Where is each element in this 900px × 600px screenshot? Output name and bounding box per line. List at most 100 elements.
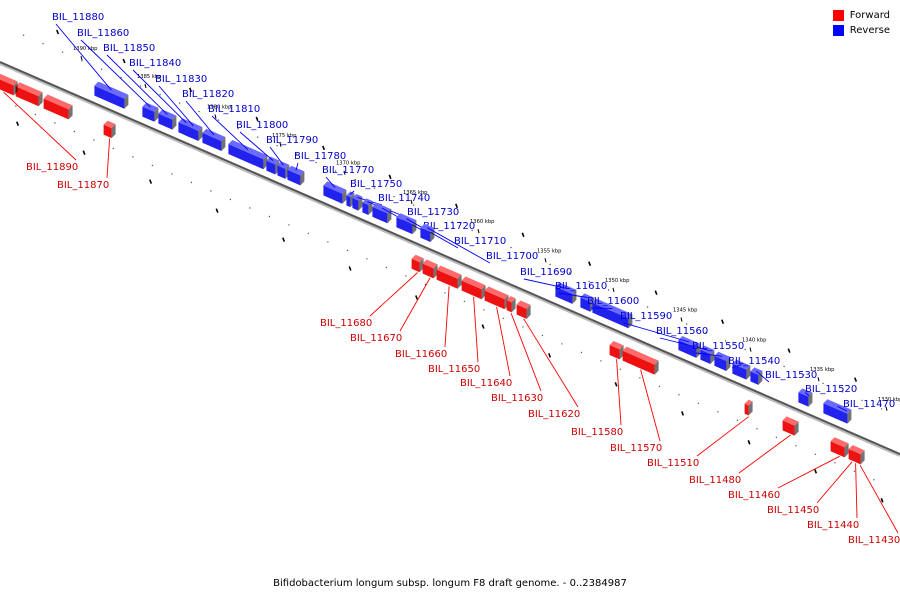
guide-dot [373,187,376,189]
gene-box-bil-11680 [411,254,424,273]
gene-label-bil-11660: BIL_11660 [395,349,447,360]
gene-top [436,265,462,279]
gene-label-bil-11610: BIL_11610 [555,281,607,292]
gene-body [277,165,286,179]
gene-body [94,85,125,109]
guide-dot [666,314,668,317]
leader-bil-11590 [623,322,690,343]
guide-dot [685,323,688,325]
leader-bil-11650 [473,296,479,363]
gene-body [362,202,369,216]
gene-side [111,124,116,139]
gene-top [184,120,203,131]
guide-dot [783,365,785,368]
gene-body [555,286,573,304]
tick-mark [614,382,618,387]
leader-bil-11470 [837,405,848,412]
gene-top [15,82,43,97]
gene-side [654,360,659,375]
guide-dot [568,272,571,274]
gene-top [422,259,438,269]
guide-dot [15,105,17,107]
gene-box-bil-11630 [506,296,516,313]
gene-box-bil-11640 [484,286,509,310]
guide-dot [385,266,388,269]
gene-label-bil-11890: BIL_11890 [26,162,78,173]
kbp-label: 1340 kbp [742,338,767,344]
kbp-tick [214,114,217,119]
gene-label-bil-11480: BIL_11480 [689,475,741,486]
gene-side [198,126,203,141]
leader-bil-11580 [616,359,622,426]
gene-body [461,280,482,300]
gene-label-bil-11560: BIL_11560 [656,326,708,337]
guide-dot [256,136,259,138]
gene-body [266,160,276,175]
kbp-label: 1335 kbp [810,367,835,373]
guide-dot [334,170,337,172]
kbp-label: 1385 kbp [137,74,162,80]
gene-body [744,403,749,416]
gene-top [848,445,856,451]
gene-top [744,399,753,406]
gene-body [750,371,759,385]
guide-dot [541,334,544,337]
leader-bil-11450 [816,461,853,504]
gene-box-bil-11650 [461,276,486,300]
gene-top [700,345,715,354]
guide-dot [880,408,883,410]
gene-label-bil-11840: BIL_11840 [129,58,181,69]
gene-top [714,351,731,361]
guide-dot [502,317,505,320]
gene-top [506,296,516,303]
gene-body [436,269,458,289]
guide-dot [412,204,415,206]
guide-dot [307,232,310,235]
leader-bil-11660 [444,286,450,348]
gene-box-bil-11780 [287,165,305,186]
kbp-tick [749,347,752,352]
gene-label-bil-11630: BIL_11630 [491,393,543,404]
kbp-tick [477,228,480,234]
legend-swatch-forward [832,10,844,21]
gene-body [678,340,697,358]
kbp-label: 1375 kbp [272,133,297,139]
leader-bil-11430 [859,464,899,534]
gene-top [484,286,509,300]
gene-label-bil-11800: BIL_11800 [236,120,288,131]
guide-dot [522,326,524,328]
gene-box-bil-11710 [396,213,417,235]
kbp-tick [144,83,147,89]
gene-label-bil-11830: BIL_11830 [155,74,207,85]
tick-mark [282,237,286,242]
gene-body [287,169,301,186]
leader-bil-11770 [325,176,336,188]
gene-label-bil-11470: BIL_11470 [843,399,895,410]
leader-bil-11750 [350,190,355,195]
guide-dot [249,207,251,209]
gene-label-bil-11510: BIL_11510 [647,458,699,469]
leader-bil-11540 [731,364,742,369]
guide-dot [861,399,863,402]
leader-bil-11550 [695,352,723,357]
guide-dot [678,394,680,396]
gene-label-bil-11430: BIL_11430 [848,535,900,546]
leader-bil-11830 [158,85,194,127]
kbp-label: 1350 kbp [605,278,630,284]
leader-bil-11890 [3,91,77,161]
leader-bil-11620 [523,318,579,408]
gene-top [782,416,799,426]
guide-dot [112,147,115,150]
gene-label-bil-11710: BIL_11710 [454,236,506,247]
gene-label-bil-11820: BIL_11820 [182,89,234,100]
kbp-label: 1370 kbp [336,161,361,167]
axis-shadow [0,62,900,457]
legend-label-forward: Forward [849,10,890,21]
gene-box-bil-11660 [436,265,462,289]
gene-box-bil-11510 [744,399,753,416]
guide-dot [198,110,200,113]
gene-body [848,449,852,461]
guide-dot [34,113,37,116]
gene-top [851,446,860,453]
gene-box-bil-11530 [750,367,763,385]
